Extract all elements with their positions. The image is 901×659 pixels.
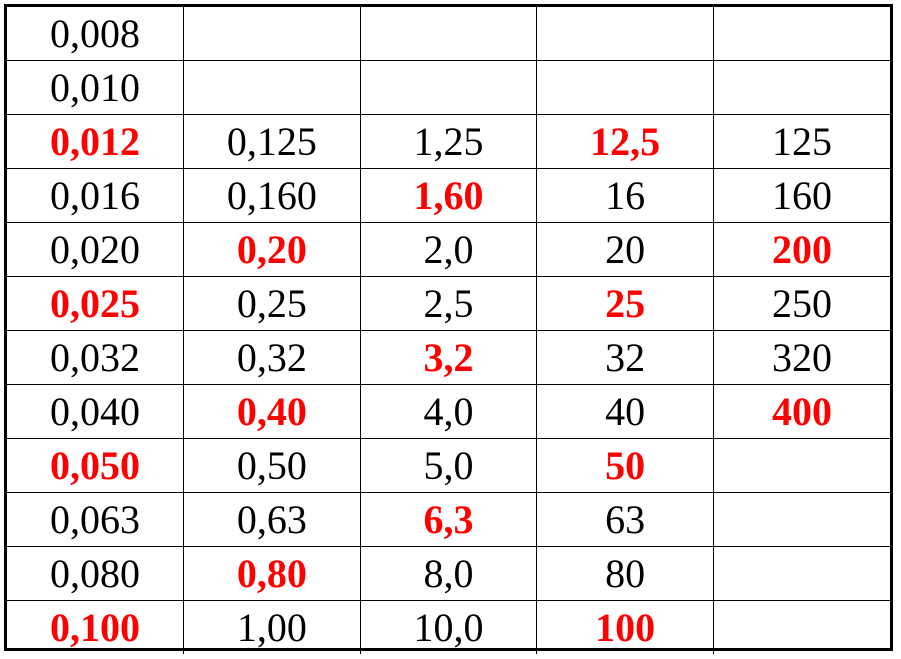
- table-cell: 320: [712, 330, 890, 385]
- table-cell: 0,32: [183, 330, 361, 385]
- table-cell: 0,012: [7, 114, 185, 169]
- table-cell: 10,0: [359, 600, 538, 654]
- table-cell: 1,00: [183, 600, 361, 654]
- table-cell: 20: [536, 222, 714, 277]
- table-cell: [183, 60, 361, 115]
- table-cell: 0,25: [183, 276, 361, 331]
- table-cell: 5,0: [359, 438, 538, 493]
- table-cell: 8,0: [359, 546, 538, 601]
- table-cell: 16: [536, 168, 714, 223]
- table-row: 0,025 0,25 2,5 25 250: [7, 276, 890, 331]
- table-cell: 0,016: [7, 168, 185, 223]
- table-cell: 32: [536, 330, 714, 385]
- table-cell: 0,100: [7, 600, 185, 654]
- table-cell: 100: [536, 600, 714, 654]
- table-cell: 0,032: [7, 330, 185, 385]
- table-body: 0,008 0,010 0,012 0,125 1,25 12,5 125 0,016 0,16…: [7, 7, 890, 654]
- table-cell: [712, 438, 890, 493]
- table-cell: 4,0: [359, 384, 538, 439]
- table-cell: 12,5: [536, 114, 714, 169]
- table-row: 0,008: [7, 7, 890, 61]
- table-cell: 200: [712, 222, 890, 277]
- table-cell: [359, 60, 538, 115]
- table-cell: 80: [536, 546, 714, 601]
- table-cell: [712, 60, 890, 115]
- table-cell: 50: [536, 438, 714, 493]
- table-cell: 2,5: [359, 276, 538, 331]
- table-cell: 2,0: [359, 222, 538, 277]
- table-row: 0,040 0,40 4,0 40 400: [7, 384, 890, 439]
- table-cell: [183, 7, 361, 61]
- table-row: 0,080 0,80 8,0 80: [7, 546, 890, 601]
- table-cell: 0,160: [183, 168, 361, 223]
- table-cell: 3,2: [359, 330, 538, 385]
- table-cell: [712, 492, 890, 547]
- table-cell: 0,025: [7, 276, 185, 331]
- table-cell: 63: [536, 492, 714, 547]
- table-cell: 0,080: [7, 546, 185, 601]
- table-cell: 0,63: [183, 492, 361, 547]
- table-cell: 0,20: [183, 222, 361, 277]
- table-cell: 160: [712, 168, 890, 223]
- table-cell: [536, 7, 714, 61]
- table-row: 0,016 0,160 1,60 16 160: [7, 168, 890, 223]
- table-cell: 125: [712, 114, 890, 169]
- table-cell: 250: [712, 276, 890, 331]
- table-cell: 0,050: [7, 438, 185, 493]
- table-cell: 0,063: [7, 492, 185, 547]
- table-cell: 1,60: [359, 168, 538, 223]
- table-cell: 0,50: [183, 438, 361, 493]
- table-cell: 25: [536, 276, 714, 331]
- table-cell: 0,125: [183, 114, 361, 169]
- table-cell: [359, 7, 538, 61]
- table-cell: 0,40: [183, 384, 361, 439]
- table-row: 0,032 0,32 3,2 32 320: [7, 330, 890, 385]
- table-cell: [712, 7, 890, 61]
- table-row: 0,100 1,00 10,0 100: [7, 600, 890, 654]
- table-cell: 0,020: [7, 222, 185, 277]
- table-cell: 0,010: [7, 60, 185, 115]
- table-row: 0,012 0,125 1,25 12,5 125: [7, 114, 890, 169]
- table-cell: [712, 546, 890, 601]
- table-cell: 400: [712, 384, 890, 439]
- table-cell: 0,040: [7, 384, 185, 439]
- preferred-numbers-table: 0,008 0,010 0,012 0,125 1,25 12,5 125 0,016 0,16…: [7, 7, 890, 654]
- table-cell: 40: [536, 384, 714, 439]
- table-cell: 0,008: [7, 7, 185, 61]
- table-row: 0,063 0,63 6,3 63: [7, 492, 890, 547]
- preferred-numbers-table-frame: 0,008 0,010 0,012 0,125 1,25 12,5 125 0,016 0,16…: [4, 4, 893, 654]
- table-cell: [536, 60, 714, 115]
- table-cell: 6,3: [359, 492, 538, 547]
- table-row: 0,010: [7, 60, 890, 115]
- table-cell: 0,80: [183, 546, 361, 601]
- table-row: 0,050 0,50 5,0 50: [7, 438, 890, 493]
- table-cell: [712, 600, 890, 654]
- table-row: 0,020 0,20 2,0 20 200: [7, 222, 890, 277]
- table-cell: 1,25: [359, 114, 538, 169]
